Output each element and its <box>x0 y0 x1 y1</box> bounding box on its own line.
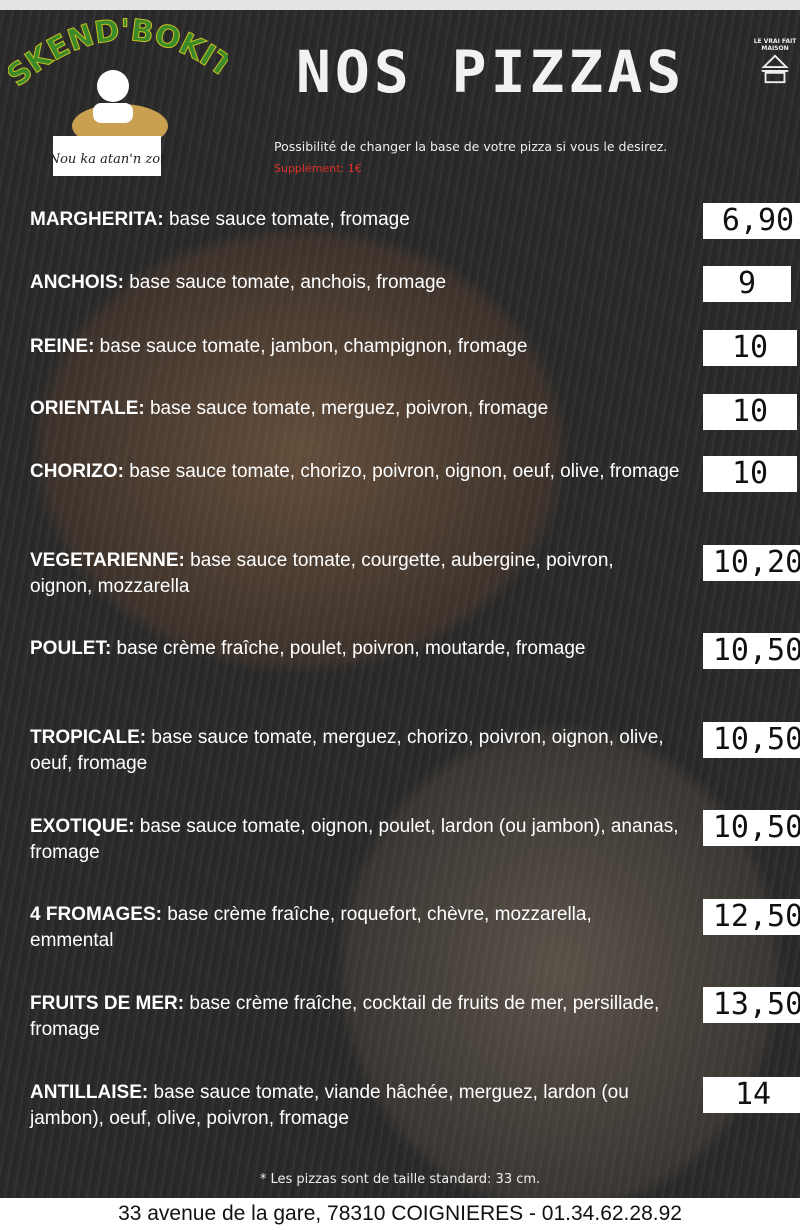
address-bar: 33 avenue de la gare, 78310 COIGNIERES -… <box>0 1198 800 1230</box>
item-name: REINE: <box>30 336 95 357</box>
item-desc: base sauce tomate, merguez, chorizo, poi… <box>30 727 664 774</box>
item-desc: base sauce tomate, merguez, poivron, fro… <box>144 398 549 419</box>
fait-maison-badge: LE VRAI FAIT MAISON <box>752 38 798 91</box>
item-name: ORIENTALE: <box>30 398 145 419</box>
menu-item: CHORIZO: base sauce tomate, chorizo, poi… <box>30 459 680 485</box>
item-name: 4 FROMAGES: <box>30 904 162 925</box>
menu-item: REINE: base sauce tomate, jambon, champi… <box>30 334 680 360</box>
item-name: TROPICALE: <box>30 727 147 748</box>
house-icon <box>761 54 789 84</box>
item-name: POULET: <box>30 638 112 659</box>
menu-item: POULET: base crème fraîche, poulet, poiv… <box>30 636 680 662</box>
menu-item: 4 FROMAGES: base crème fraîche, roquefor… <box>30 902 680 954</box>
item-price: 10,50 <box>703 810 800 846</box>
svg-text:Nou ka atan'n zot: Nou ka atan'n zot <box>48 152 166 167</box>
slate-background <box>0 10 800 1198</box>
item-name: EXOTIQUE: <box>30 816 135 837</box>
item-desc: base sauce tomate, fromage <box>163 209 410 230</box>
supplement-note: Supplément: 1€ <box>274 162 362 175</box>
item-price: 14 <box>703 1077 800 1113</box>
item-name: ANTILLAISE: <box>30 1082 149 1103</box>
fait-maison-badge-text: LE VRAI FAIT MAISON <box>753 38 797 52</box>
page-title: NOS PIZZAS <box>296 38 686 106</box>
item-desc: base sauce tomate, viande hâchée, mergue… <box>30 1082 629 1129</box>
item-price: 10 <box>703 394 797 430</box>
menu-item: ANTILLAISE: base sauce tomate, viande hâ… <box>30 1080 680 1132</box>
menu-item: EXOTIQUE: base sauce tomate, oignon, pou… <box>30 814 680 866</box>
item-desc: base crème fraîche, poulet, poivron, mou… <box>111 638 586 659</box>
base-change-note: Possibilité de changer la base de votre … <box>274 139 668 154</box>
item-name: ANCHOIS: <box>30 272 124 293</box>
item-desc: base sauce tomate, oignon, poulet, lardo… <box>30 816 679 863</box>
item-name: FRUITS DE MER: <box>30 993 185 1014</box>
item-price: 10,20 <box>703 545 800 581</box>
item-price: 10,50 <box>703 633 800 669</box>
item-desc: base sauce tomate, jambon, champignon, f… <box>94 336 528 357</box>
item-name: CHORIZO: <box>30 461 124 482</box>
item-price: 12,50 <box>703 899 800 935</box>
item-desc: base crème fraîche, roquefort, chèvre, m… <box>30 904 592 951</box>
menu-item: VEGETARIENNE: base sauce tomate, courget… <box>30 548 680 600</box>
item-name: VEGETARIENNE: <box>30 550 185 571</box>
item-desc: base crème fraîche, cocktail de fruits d… <box>30 993 660 1040</box>
item-desc: base sauce tomate, chorizo, poivron, oig… <box>123 461 680 482</box>
menu-item: MARGHERITA: base sauce tomate, fromage <box>30 207 680 233</box>
item-price: 10,50 <box>703 722 800 758</box>
top-strip <box>0 0 800 10</box>
menu-item: ANCHOIS: base sauce tomate, anchois, fro… <box>30 270 680 296</box>
item-desc: base sauce tomate, courgette, aubergine,… <box>30 550 614 597</box>
menu-item: FRUITS DE MER: base crème fraîche, cockt… <box>30 991 680 1043</box>
item-price: 10 <box>703 456 797 492</box>
menu-item: ORIENTALE: base sauce tomate, merguez, p… <box>30 396 680 422</box>
brand-logo: SKEND'BOKIT Nou ka atan'n zot <box>0 13 240 178</box>
item-price: 6,90 <box>703 203 800 239</box>
item-price: 9 <box>703 266 791 302</box>
item-name: MARGHERITA: <box>30 209 164 230</box>
item-price: 13,50 <box>703 987 800 1023</box>
size-note: * Les pizzas sont de taille standard: 33… <box>259 1172 541 1187</box>
item-desc: base sauce tomate, anchois, fromage <box>123 272 447 293</box>
item-price: 10 <box>703 330 797 366</box>
menu-item: TROPICALE: base sauce tomate, merguez, c… <box>30 725 680 777</box>
